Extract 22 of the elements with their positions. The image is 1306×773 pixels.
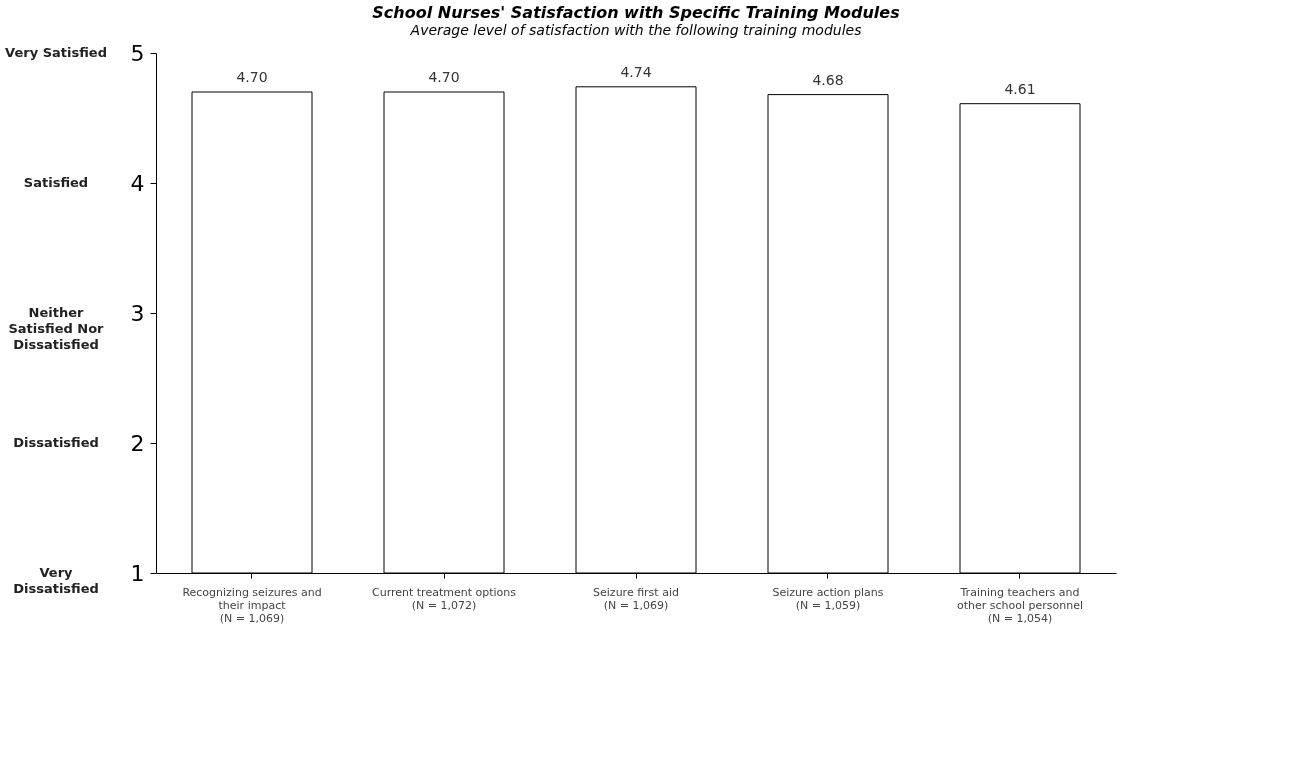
chart-subtitle: Average level of satisfaction with the following training modules: [409, 22, 862, 38]
data-label: 4.70: [428, 69, 460, 85]
data-label: 4.74: [620, 63, 652, 80]
text: Very Dissatisfied: [13, 565, 99, 596]
x-tick-label: Seizure action plans (N = 1,059): [772, 585, 884, 612]
text: Neither Satisfied Nor Dissatisfied: [8, 305, 105, 352]
y-tick-label: 4: [130, 170, 145, 196]
text: Satisfied: [23, 175, 89, 190]
y-tick-label: 1: [130, 560, 145, 586]
data-label: 4.61: [1004, 80, 1036, 97]
data-label: 4.68: [812, 71, 844, 88]
x-tick-label: Current treatment options (N = 1,072): [371, 585, 517, 612]
data-label: 4.70: [236, 69, 268, 85]
y-tick-label: 3: [130, 300, 145, 326]
y-tick-label: 2: [130, 430, 145, 456]
chart-title: School Nurses' Satisfaction with Specific Training Modules: [372, 3, 900, 22]
x-tick-label: Seizure first aid (N = 1,069): [593, 585, 679, 612]
y-tick-label: 5: [130, 40, 145, 66]
x-tick-label: Recognizing seizures and their impact (N = 1,069): [182, 585, 322, 625]
text: Dissatisfied: [13, 435, 99, 450]
text: Very Satisfied: [5, 45, 107, 60]
x-tick-label: Training teachers and other school personnel (N = 1,054): [956, 585, 1084, 625]
